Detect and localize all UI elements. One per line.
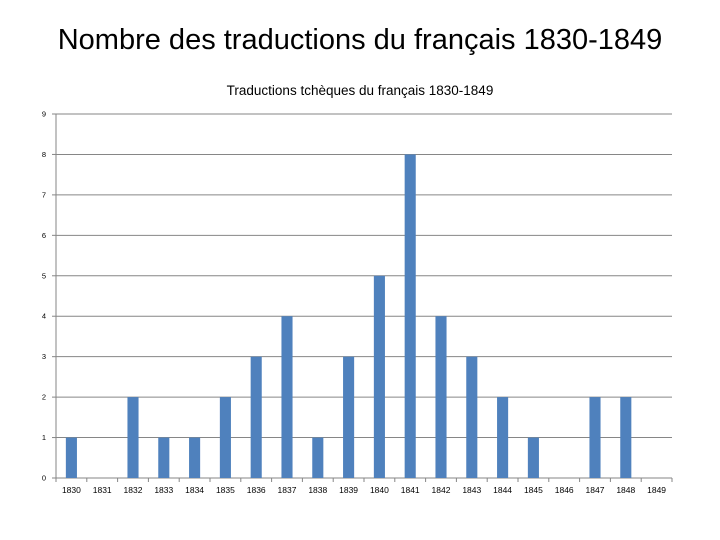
axes xyxy=(52,113,673,482)
y-tick-label: 9 xyxy=(42,110,46,119)
x-tick-label: 1835 xyxy=(216,485,235,495)
x-tick-label: 1834 xyxy=(185,485,204,495)
bar-1845 xyxy=(527,437,539,478)
y-tick-label: 2 xyxy=(42,393,46,402)
x-tick-label: 1830 xyxy=(62,485,81,495)
x-tick-label: 1849 xyxy=(647,485,666,495)
y-tick-label: 4 xyxy=(42,312,46,321)
bar-1836 xyxy=(250,356,262,478)
bar-1848 xyxy=(620,397,632,478)
x-tick-label: 1844 xyxy=(493,485,512,495)
y-tick-label: 1 xyxy=(42,433,46,442)
bar-1842 xyxy=(435,316,447,478)
x-tick-label: 1837 xyxy=(278,485,297,495)
bar-1835 xyxy=(219,397,231,478)
bar-1839 xyxy=(343,356,355,478)
bar-1830 xyxy=(65,437,77,478)
x-tick-label: 1839 xyxy=(339,485,358,495)
x-tick-label: 1843 xyxy=(462,485,481,495)
bar-1844 xyxy=(497,397,509,478)
gridlines xyxy=(56,113,672,439)
x-tick-label: 1846 xyxy=(555,485,574,495)
y-tick-label: 0 xyxy=(42,474,46,483)
x-tick-label: 1841 xyxy=(401,485,420,495)
x-axis-ticks: 1830 1831 1832 1833 1834 1835 1836 1837 1838 1839… xyxy=(62,485,666,495)
x-tick-label: 1842 xyxy=(432,485,451,495)
bar-series xyxy=(65,154,632,478)
bar-1847 xyxy=(589,397,601,478)
y-tick-label: 8 xyxy=(42,150,46,159)
x-tick-label: 1832 xyxy=(124,485,143,495)
x-tick-label: 1840 xyxy=(370,485,389,495)
x-tick-label: 1831 xyxy=(93,485,112,495)
x-tick-label: 1845 xyxy=(524,485,543,495)
bar-1840 xyxy=(373,275,385,478)
bar-1837 xyxy=(281,316,293,478)
bar-1833 xyxy=(158,437,170,478)
y-tick-label: 5 xyxy=(42,271,46,280)
y-tick-label: 7 xyxy=(42,190,46,199)
y-tick-label: 6 xyxy=(42,231,46,240)
bar-1834 xyxy=(189,437,201,478)
x-tick-label: 1847 xyxy=(586,485,605,495)
slide-title: Nombre des traductions du français 1830-… xyxy=(57,24,663,56)
chart-title: Traductions tchèques du français 1830-18… xyxy=(227,83,494,98)
x-tick-label: 1836 xyxy=(247,485,266,495)
bar-1832 xyxy=(127,397,139,478)
x-tick-label: 1833 xyxy=(154,485,173,495)
x-tick-label: 1838 xyxy=(308,485,327,495)
bar-1843 xyxy=(466,356,478,478)
x-tick-label: 1848 xyxy=(616,485,635,495)
y-tick-label: 3 xyxy=(42,352,46,361)
y-axis-ticks: 0 1 2 3 4 5 6 7 8 9 xyxy=(42,110,46,483)
bar-1841 xyxy=(404,154,416,478)
bar-1838 xyxy=(312,437,324,478)
